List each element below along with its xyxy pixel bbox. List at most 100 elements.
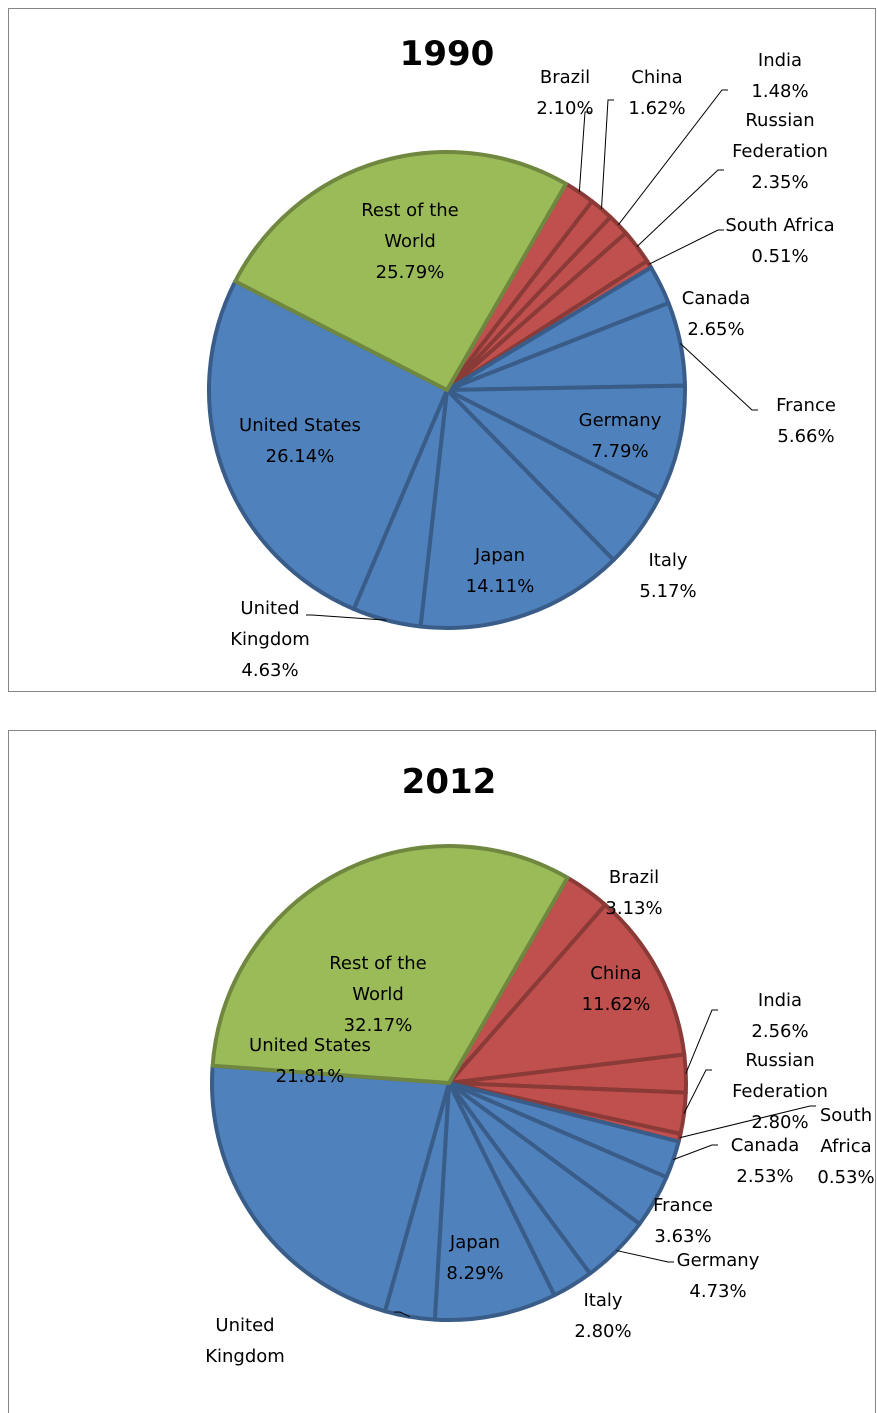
slice-name: Brazil [608, 867, 660, 888]
leader-line [680, 343, 758, 411]
slice-name: Japan [474, 545, 526, 566]
slice-label: South Africa 0.53% [815, 1100, 877, 1193]
slice-label: Brazil 2.10% [530, 62, 600, 124]
leader-line [685, 1009, 718, 1074]
leader-line [306, 614, 387, 621]
slice-name: China [631, 67, 683, 88]
slice-value: 21.81% [275, 1066, 345, 1087]
slice-value: 25.79% [375, 262, 445, 283]
slice-value: 26.14% [265, 446, 335, 467]
slice-label: Canada 2.53% [725, 1130, 805, 1192]
slice-name: United Kingdom [230, 598, 310, 650]
slice-name: South Africa [725, 215, 835, 236]
leader-line [636, 169, 724, 247]
slice-label: Russian Federation 2.80% [730, 1045, 830, 1138]
slice-value: 1.48% [751, 81, 809, 102]
slice-label: South Africa 0.51% [710, 210, 850, 272]
slice-value: 2.53% [736, 1166, 794, 1187]
frame [8, 8, 876, 692]
slice-label: Canada 2.65% [676, 283, 756, 345]
slice-label: China 1.62% [622, 62, 692, 124]
frame [8, 730, 876, 1413]
slice-name: India [757, 50, 803, 71]
slice-value: 2.56% [751, 1021, 809, 1042]
slice-value: 1.62% [628, 98, 686, 119]
leader-line [617, 89, 728, 226]
leader-line [648, 229, 724, 265]
slice-name: Canada [730, 1135, 800, 1156]
slice-label: France 3.63% [643, 1190, 723, 1252]
slice-name: Rest of the World [329, 953, 427, 1005]
slice-name: Germany [578, 410, 662, 431]
slice-label: United States 26.14% [215, 410, 385, 472]
leader-line [394, 1311, 410, 1318]
slice-value: 14.11% [465, 576, 535, 597]
slice-name: India [757, 990, 803, 1011]
slice-value: 4.73% [689, 1281, 747, 1302]
slice-label: Russian Federation 2.35% [730, 105, 830, 198]
slice-value: 2.65% [687, 319, 745, 340]
slice-label: China 11.62% [576, 958, 656, 1020]
chart-title: 1990 [399, 34, 495, 74]
slice-name: Italy [583, 1290, 623, 1311]
slice-name: Italy [648, 550, 688, 571]
slice-value: 32.17% [343, 1015, 413, 1036]
slice-label: United Kingdom [195, 1310, 295, 1372]
leader-line [616, 1250, 674, 1263]
slice-value: 11.62% [581, 994, 651, 1015]
pie-slice [210, 844, 570, 1085]
chart-title: 2012 [401, 762, 497, 802]
slice-label: United Kingdom 4.63% [220, 593, 320, 686]
slice-label: Japan 8.29% [435, 1227, 515, 1289]
pie-slice [207, 279, 449, 611]
leader-line [600, 99, 614, 209]
slice-value: 7.79% [591, 441, 649, 462]
pie-slice [445, 383, 687, 500]
slice-value: 2.80% [574, 1321, 632, 1342]
slice-label: India 1.48% [745, 45, 815, 107]
slice-label: Rest of the World 32.17% [318, 948, 438, 1041]
slice-label: Germany 4.73% [668, 1245, 768, 1307]
slice-label: United States 21.81% [225, 1030, 395, 1092]
slice-value: 0.51% [751, 246, 809, 267]
slice-label: Brazil 3.13% [594, 862, 674, 924]
slice-name: South Africa [819, 1105, 873, 1157]
slice-name: United Kingdom [205, 1315, 285, 1367]
slice-label: Italy 2.80% [568, 1285, 638, 1347]
leader-line [679, 1105, 816, 1139]
slice-value: 2.35% [751, 172, 809, 193]
slice-value: 4.63% [241, 660, 299, 681]
pie-slice [233, 150, 568, 392]
leader-line [673, 1144, 718, 1161]
slice-name: Canada [681, 288, 751, 309]
slice-label: Rest of the World 25.79% [350, 195, 470, 288]
pie-slice [210, 1063, 451, 1314]
slice-value: 3.13% [605, 898, 663, 919]
slice-name: France [776, 395, 836, 416]
slice-value: 5.66% [777, 426, 835, 447]
slice-name: Rest of the World [361, 200, 459, 252]
slice-label: Japan 14.11% [455, 540, 545, 602]
slice-name: Germany [676, 1250, 760, 1271]
slice-label: Italy 5.17% [628, 545, 708, 607]
pie-slice [447, 902, 687, 1085]
slice-name: China [590, 963, 642, 984]
slice-value: 0.53% [817, 1167, 875, 1188]
pie-slice [432, 1081, 557, 1322]
slice-name: Russian Federation [732, 1050, 828, 1102]
slice-value: 3.63% [654, 1226, 712, 1247]
slice-name: United States [249, 1035, 371, 1056]
slice-name: Brazil [539, 67, 591, 88]
slice-label: India 2.56% [745, 985, 815, 1047]
slice-label: Germany 7.79% [570, 405, 670, 467]
leader-line [578, 111, 591, 193]
leader-line [683, 1069, 712, 1114]
slice-label: France 5.66% [766, 390, 846, 452]
slice-name: Japan [449, 1232, 501, 1253]
slice-value: 2.10% [536, 98, 594, 119]
slice-name: United States [239, 415, 361, 436]
slice-name: Russian Federation [732, 110, 828, 162]
slice-name: France [653, 1195, 713, 1216]
